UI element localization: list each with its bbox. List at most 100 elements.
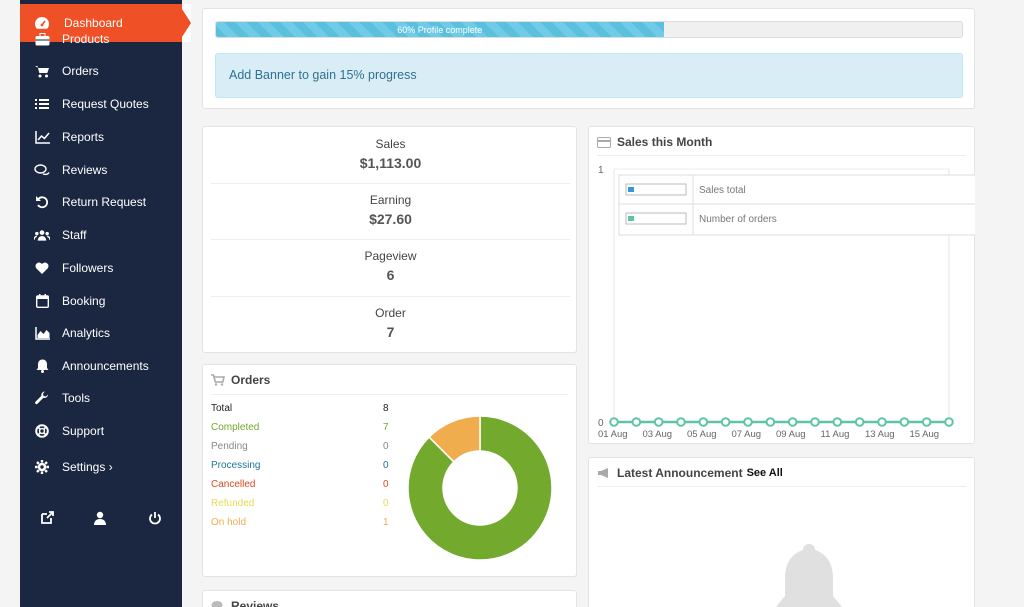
sidebar-item-dashboard[interactable]: Dashboard bbox=[20, 4, 191, 42]
add-banner-alert[interactable]: Add Banner to gain 15% progress bbox=[215, 53, 963, 98]
order-status-label: Refunded bbox=[211, 498, 255, 509]
profile-progress-bar: 60% Profile complete bbox=[215, 21, 963, 38]
data-point[interactable] bbox=[899, 417, 910, 427]
dashboard-gauge-icon bbox=[34, 15, 50, 31]
data-point[interactable] bbox=[854, 417, 865, 427]
cart-icon bbox=[211, 374, 225, 386]
stat-order: Order 7 bbox=[211, 306, 570, 340]
sidebar-item-request-quotes[interactable]: Request Quotes bbox=[20, 88, 182, 121]
see-all-link[interactable]: See All bbox=[746, 467, 783, 479]
profile-progress-fill: 60% Profile complete bbox=[216, 22, 664, 37]
y-tick-label: 1 bbox=[598, 165, 604, 176]
order-status-count: 0 bbox=[383, 441, 389, 452]
sidebar-item-label: Announcements bbox=[62, 359, 149, 374]
stat-earning: Earning $27.60 bbox=[211, 193, 570, 227]
bell-icon bbox=[775, 544, 843, 607]
sidebar-item-label: Request Quotes bbox=[62, 97, 149, 112]
sidebar-item-label: Booking bbox=[62, 294, 106, 309]
sidebar-item-return-request[interactable]: Return Request bbox=[20, 186, 182, 219]
data-point[interactable] bbox=[944, 417, 954, 427]
sidebar-item-label: Followers bbox=[62, 261, 114, 276]
data-point[interactable] bbox=[765, 417, 776, 427]
y-tick-label: 0 bbox=[598, 418, 604, 429]
donut-slice-on-hold[interactable] bbox=[428, 415, 481, 463]
stat-title: Order bbox=[375, 306, 406, 320]
stat-title: Earning bbox=[369, 193, 412, 207]
divider bbox=[211, 394, 568, 395]
sidebar-item-label: Return Request bbox=[62, 195, 147, 210]
stat-sales: Sales $1,113.00 bbox=[211, 137, 570, 171]
sidebar-item-products[interactable]: Products bbox=[20, 23, 182, 56]
sales-chart-title: Sales this Month bbox=[597, 135, 712, 149]
data-point[interactable] bbox=[720, 417, 731, 427]
legend-swatch bbox=[628, 216, 634, 221]
list-icon bbox=[34, 96, 50, 112]
divider bbox=[597, 155, 966, 156]
data-point[interactable] bbox=[609, 417, 619, 427]
profile-progress-panel: 60% Profile complete Add Banner to gain … bbox=[202, 8, 975, 109]
legend-label: Sales total bbox=[699, 185, 746, 196]
stat-title: Pageview bbox=[364, 249, 417, 263]
data-point[interactable] bbox=[810, 417, 820, 427]
sidebar-item-label: Reviews bbox=[62, 163, 108, 178]
sidebar-footer bbox=[20, 506, 182, 530]
sales-chart-panel: Sales this Month 0 1 01 Aug 03 Aug 05 Aug 07 … bbox=[588, 126, 975, 444]
stat-pageview: Pageview 6 bbox=[211, 249, 570, 283]
cart-icon bbox=[34, 63, 50, 79]
order-status-label: Completed bbox=[211, 422, 260, 433]
data-point[interactable] bbox=[787, 417, 798, 427]
sidebar-item-label: Reports bbox=[62, 130, 105, 145]
orders-title-text: Orders bbox=[231, 373, 271, 387]
data-point[interactable] bbox=[743, 417, 753, 427]
order-status-count: 8 bbox=[383, 403, 389, 414]
sales-chart-title-text: Sales this Month bbox=[617, 135, 713, 149]
divider bbox=[211, 296, 570, 297]
reviews-title-text: Reviews bbox=[231, 599, 280, 607]
sidebar-item-label: Products bbox=[62, 32, 110, 47]
sidebar: Dashboard Products Orders Request Quotes Rep… bbox=[20, 0, 191, 607]
sidebar-item-booking[interactable]: Booking bbox=[20, 285, 182, 318]
x-tick-label: 01 Aug bbox=[598, 429, 628, 440]
order-status-count: 0 bbox=[383, 498, 389, 509]
data-point[interactable] bbox=[676, 417, 686, 427]
comments-icon bbox=[211, 601, 223, 607]
data-point[interactable] bbox=[877, 417, 887, 427]
order-status-label: Processing bbox=[211, 460, 261, 471]
data-point[interactable] bbox=[631, 417, 642, 427]
orders-panel-title: Orders bbox=[211, 373, 270, 387]
briefcase-icon bbox=[34, 31, 50, 47]
sidebar-item-orders[interactable]: Orders bbox=[20, 55, 182, 88]
bell-icon bbox=[34, 358, 50, 374]
data-point[interactable] bbox=[653, 417, 664, 427]
divider bbox=[597, 486, 966, 487]
sidebar-item-staff[interactable]: Staff bbox=[20, 219, 182, 252]
external-link-icon[interactable] bbox=[39, 510, 55, 526]
order-status-count: 0 bbox=[383, 460, 389, 471]
sidebar-item-followers[interactable]: Followers bbox=[20, 252, 182, 285]
data-point[interactable] bbox=[698, 417, 709, 427]
data-point[interactable] bbox=[832, 417, 843, 427]
user-icon[interactable] bbox=[92, 510, 108, 526]
sidebar-item-label: Orders bbox=[62, 64, 99, 79]
sidebar-item-label: Staff bbox=[62, 228, 87, 243]
profile-progress-label: 60% Profile complete bbox=[397, 24, 483, 35]
comments-icon bbox=[34, 162, 50, 178]
x-tick-label: 11 Aug bbox=[821, 429, 850, 440]
order-status-label: On hold bbox=[211, 517, 247, 528]
sidebar-item-analytics[interactable]: Analytics bbox=[20, 317, 182, 350]
power-icon[interactable] bbox=[147, 510, 163, 526]
x-tick-label: 05 Aug bbox=[687, 429, 717, 440]
sidebar-item-reviews[interactable]: Reviews bbox=[20, 154, 182, 187]
sidebar-item-support[interactable]: Support bbox=[20, 415, 182, 448]
sidebar-item-announcements[interactable]: Announcements bbox=[20, 350, 182, 383]
stat-value: 6 bbox=[386, 267, 395, 283]
orders-panel: Orders Total 8 Completed 7 Pending 0 Processin… bbox=[202, 364, 577, 577]
data-point[interactable] bbox=[921, 417, 932, 427]
sales-line-chart: 0 1 01 Aug 03 Aug 05 Aug 07 Aug 09 Aug 11 Aug 13… bbox=[598, 165, 975, 440]
sidebar-item-settings[interactable]: Settings › bbox=[20, 451, 182, 484]
x-tick-label: 13 Aug bbox=[865, 429, 895, 440]
area-chart-icon bbox=[34, 325, 50, 341]
sidebar-item-tools[interactable]: Tools bbox=[20, 382, 182, 415]
calendar-icon bbox=[34, 293, 50, 309]
sidebar-item-reports[interactable]: Reports bbox=[20, 121, 182, 154]
